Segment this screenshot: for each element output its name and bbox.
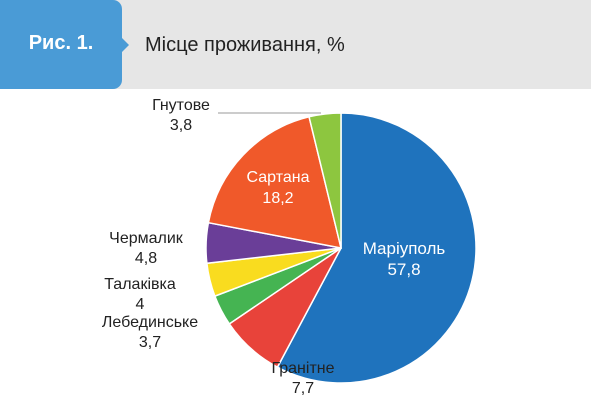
slice-label-сартана: Сартана <box>247 169 310 186</box>
figure-tab: Рис. 1. <box>0 0 129 89</box>
slice-value-гнутове: 3,8 <box>170 117 192 134</box>
chart-title: Місце проживання, % <box>145 34 345 56</box>
slice-label-гранітне: Гранітне <box>271 360 334 377</box>
pie-labels: Маріуполь 57,8 Гранітне 7,7 Лебединське 3,7 Та… <box>102 97 446 397</box>
slice-label-чермалик: Чермалик <box>109 230 184 247</box>
slice-label-маріуполь: Маріуполь <box>363 239 446 258</box>
pie-slice-гнутове <box>308 112 342 249</box>
slice-label-талаківка: Талаківка <box>104 276 176 293</box>
slice-value-чермалик: 4,8 <box>135 250 157 267</box>
slice-value-лебединське: 3,7 <box>139 334 161 351</box>
slice-value-маріуполь: 57,8 <box>387 260 420 279</box>
figure-label: Рис. 1. <box>28 32 94 54</box>
slice-value-сартана: 18,2 <box>262 190 293 207</box>
slice-label-лебединське: Лебединське <box>102 314 198 331</box>
slice-value-гранітне: 7,7 <box>292 380 314 397</box>
pie-slice-сартана <box>207 115 343 249</box>
pie-slice-маріуполь <box>276 112 477 384</box>
slice-value-талаківка: 4 <box>136 296 145 313</box>
slice-label-гнутове: Гнутове <box>152 97 210 114</box>
pie-slices <box>205 112 477 384</box>
